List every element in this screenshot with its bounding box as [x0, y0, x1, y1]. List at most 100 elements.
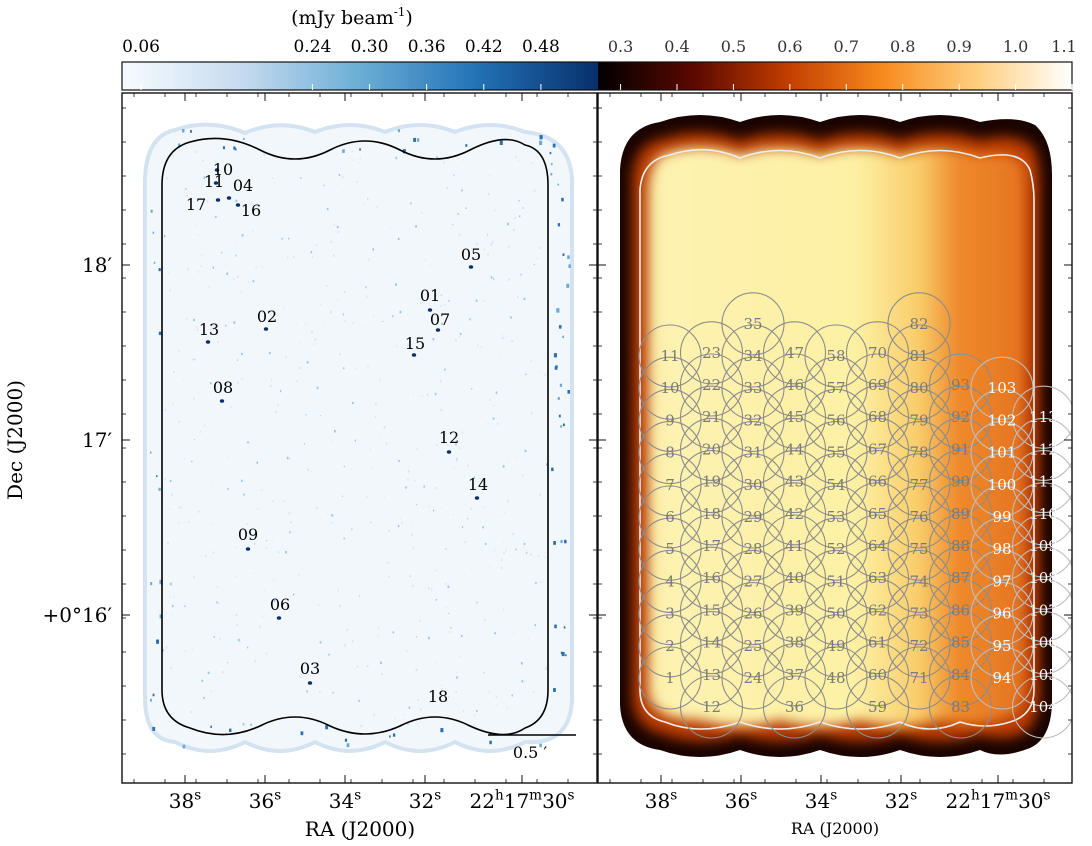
noise-speck: [473, 724, 476, 727]
pointing-number: 103: [988, 379, 1017, 397]
pointing-number: 53: [826, 508, 845, 526]
ra-tick-label: 38s: [169, 788, 201, 813]
noise-speck: [499, 354, 501, 356]
noise-speck: [342, 313, 344, 315]
source-marker: [307, 681, 313, 685]
noise-speck: [159, 579, 163, 585]
noise-speck: [173, 155, 174, 157]
noise-speck: [200, 265, 202, 268]
source-marker: [213, 181, 219, 185]
noise-speck: [430, 588, 433, 591]
colorbar-afmhot: [598, 62, 1072, 90]
noise-speck: [307, 468, 309, 471]
noise-speck: [502, 465, 505, 468]
pointing-number: 60: [868, 666, 887, 684]
noise-speck: [397, 129, 400, 133]
noise-speck: [434, 252, 435, 254]
noise-speck: [306, 361, 309, 364]
noise-speck: [389, 735, 391, 738]
colorbar-right-tick-label: 0.9: [946, 37, 971, 56]
noise-speck: [550, 173, 553, 176]
noise-speck: [520, 374, 522, 377]
noise-speck: [440, 507, 442, 509]
noise-speck: [524, 680, 526, 682]
noise-speck: [305, 414, 307, 416]
noise-speck: [534, 189, 536, 192]
noise-speck: [198, 510, 200, 513]
noise-speck: [511, 339, 513, 343]
noise-speck: [496, 422, 499, 425]
noise-speck: [387, 561, 390, 564]
noise-speck: [445, 548, 447, 550]
noise-speck: [494, 632, 496, 635]
dec-tick-labels: 18′ 17′ +0°16′: [43, 253, 113, 627]
noise-speck: [558, 325, 562, 329]
pointing-circle: [1011, 578, 1072, 642]
noise-speck: [243, 137, 245, 140]
source-label: 14: [468, 475, 488, 494]
noise-speck: [539, 135, 543, 140]
source-marker: [474, 496, 480, 500]
noise-speck: [428, 587, 430, 590]
noise-speck: [501, 336, 504, 340]
noise-speck: [166, 177, 169, 180]
noise-speck: [217, 602, 219, 605]
pointing-number: 15: [702, 601, 721, 619]
noise-speck: [490, 276, 493, 279]
noise-speck: [326, 180, 328, 182]
noise-speck: [491, 240, 494, 244]
noise-speck: [305, 323, 307, 326]
noise-speck: [424, 259, 426, 261]
noise-speck: [170, 666, 172, 669]
noise-speck: [150, 582, 153, 586]
pointing-number: 2: [665, 637, 675, 655]
noise-speck: [339, 605, 341, 608]
noise-speck: [261, 489, 263, 491]
colorbar-right-tick-label: 1.1: [1051, 37, 1076, 56]
noise-speck: [319, 517, 321, 519]
pointing-circle: [762, 321, 827, 385]
noise-speck: [419, 302, 422, 305]
noise-speck: [182, 380, 184, 382]
pointing-number: 73: [909, 605, 928, 623]
pointing-number: 84: [951, 666, 970, 684]
colorbar-left-tick-label: 0.42: [465, 37, 503, 57]
pointing-circle: [1011, 514, 1072, 578]
noise-speck: [265, 546, 267, 549]
pointing-number: 19: [702, 473, 721, 491]
noise-speck: [484, 604, 486, 607]
noise-speck: [429, 701, 431, 703]
noise-speck: [539, 743, 542, 748]
noise-speck: [461, 431, 463, 434]
noise-speck: [188, 521, 190, 523]
noise-speck: [440, 380, 442, 383]
pointing-number: 108: [1029, 569, 1058, 587]
noise-speck: [342, 190, 344, 192]
noise-speck: [490, 243, 493, 246]
noise-speck: [337, 230, 340, 234]
pointing-number: 88: [951, 537, 970, 555]
noise-speck: [409, 575, 411, 577]
noise-speck: [448, 300, 450, 302]
noise-speck: [503, 511, 505, 514]
noise-speck: [500, 559, 503, 562]
noise-speck: [236, 275, 239, 278]
pointing-number: 26: [743, 605, 762, 623]
noise-speck: [178, 420, 181, 424]
noise-speck: [518, 159, 520, 162]
pointing-number: 71: [909, 669, 928, 687]
pointing-circle: [1011, 643, 1072, 707]
noise-speck: [289, 531, 291, 534]
noise-speck: [195, 150, 198, 153]
noise-speck: [416, 503, 418, 506]
noise-speck: [253, 534, 255, 536]
noise-speck: [272, 177, 274, 179]
noise-speck: [417, 699, 419, 701]
noise-speck: [193, 576, 195, 579]
pointing-number: 99: [992, 508, 1011, 526]
pointing-number: 18: [702, 505, 721, 523]
noise-speck: [169, 596, 171, 598]
noise-speck: [495, 695, 498, 698]
noise-speck: [410, 524, 412, 526]
noise-speck: [366, 295, 368, 298]
